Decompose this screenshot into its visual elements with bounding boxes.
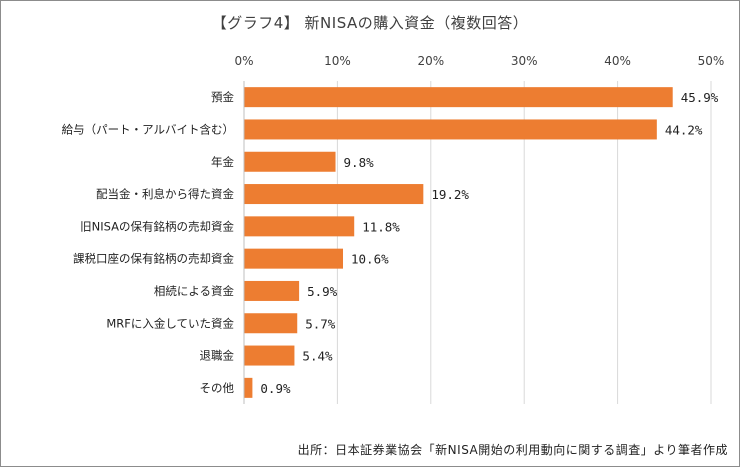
data-label: 44.2% bbox=[665, 122, 703, 137]
category-label: 年金 bbox=[211, 155, 234, 169]
data-label: 45.9% bbox=[681, 90, 719, 105]
data-label: 11.8% bbox=[362, 219, 400, 234]
category-label: 預金 bbox=[211, 90, 234, 104]
bar bbox=[244, 313, 298, 334]
data-label: 5.9% bbox=[307, 284, 338, 299]
bar bbox=[244, 216, 355, 237]
data-label: 19.2% bbox=[431, 187, 469, 202]
category-label: 配当金・利息から得た資金 bbox=[96, 187, 234, 201]
category-label: 給与（パート・アルバイト含む） bbox=[62, 122, 234, 136]
bar bbox=[244, 184, 424, 205]
x-tick-label: 30% bbox=[511, 54, 538, 68]
category-label: 課税口座の保有銘柄の売却資金 bbox=[73, 252, 234, 266]
source-note: 出所：日本証券業協会「新NISA開始の利用動向に関する調査」より筆者作成 bbox=[297, 443, 728, 457]
x-tick-label: 20% bbox=[417, 54, 444, 68]
x-tick-label: 10% bbox=[324, 54, 351, 68]
bar bbox=[244, 119, 657, 140]
bar bbox=[244, 377, 253, 398]
bar bbox=[244, 87, 673, 108]
x-tick-label: 40% bbox=[604, 54, 631, 68]
category-label: MRFに入金していた資金 bbox=[106, 316, 234, 330]
category-label: 退職金 bbox=[200, 349, 235, 363]
x-tick-label: 0% bbox=[234, 54, 253, 68]
category-label: 相続による資金 bbox=[154, 284, 235, 298]
bar bbox=[244, 151, 336, 172]
data-labels: 45.9% 44.2% 9.8% 19.2% 11.8% 10.6% 5.9% 5.7% 5.4… bbox=[260, 90, 718, 396]
bar bbox=[244, 280, 300, 301]
category-label: その他 bbox=[200, 381, 235, 395]
data-label: 9.8% bbox=[344, 155, 375, 170]
bars bbox=[244, 87, 673, 398]
bar bbox=[244, 248, 344, 269]
x-tick-label: 50% bbox=[698, 54, 725, 68]
data-label: 10.6% bbox=[351, 252, 389, 267]
data-label: 0.9% bbox=[260, 381, 291, 396]
data-label: 5.4% bbox=[302, 349, 333, 364]
chart-title: 【グラフ4】 新NISAの購入資金（複数回答） bbox=[211, 14, 529, 32]
category-label: 旧NISAの保有銘柄の売却資金 bbox=[80, 219, 234, 233]
data-label: 5.7% bbox=[305, 316, 336, 331]
bar bbox=[244, 345, 295, 366]
x-tick-labels: 0% 10% 20% 30% 40% 50% bbox=[234, 54, 724, 68]
